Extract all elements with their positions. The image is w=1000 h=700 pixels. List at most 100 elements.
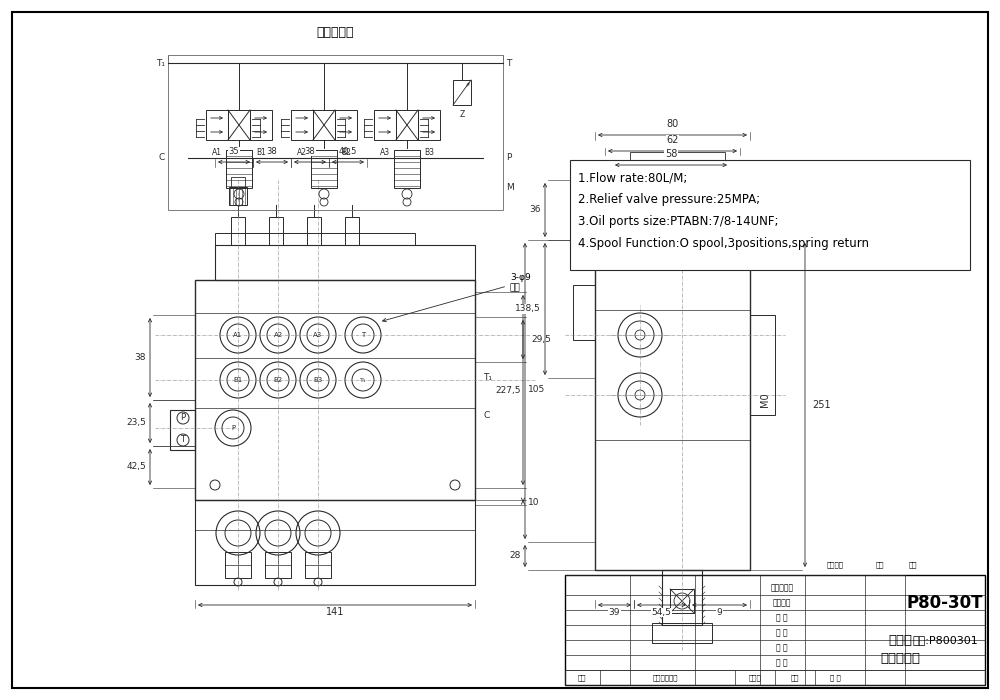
Bar bbox=[265, 552, 291, 578]
Text: 标准化检查: 标准化检查 bbox=[770, 584, 794, 592]
Bar bbox=[345, 217, 359, 245]
Text: 80: 80 bbox=[666, 119, 679, 129]
Bar bbox=[670, 589, 694, 613]
Text: 制 图: 制 图 bbox=[776, 643, 788, 652]
Text: T: T bbox=[180, 435, 186, 444]
Text: A3: A3 bbox=[313, 332, 323, 338]
Text: 图纸标记: 图纸标记 bbox=[826, 561, 844, 568]
Text: 62: 62 bbox=[666, 135, 679, 145]
Bar bbox=[291, 110, 313, 140]
Bar bbox=[311, 150, 337, 188]
Text: 3-φ9
通孔: 3-φ9 通孔 bbox=[383, 272, 531, 322]
Text: A2: A2 bbox=[297, 148, 307, 157]
Text: T: T bbox=[506, 59, 511, 67]
Text: 29,5: 29,5 bbox=[531, 335, 551, 344]
Text: 标记: 标记 bbox=[578, 675, 586, 681]
Text: 审 阅: 审 阅 bbox=[776, 629, 788, 638]
Bar bbox=[570, 160, 970, 270]
Bar bbox=[225, 552, 251, 578]
Bar bbox=[630, 152, 725, 160]
Bar bbox=[335, 110, 357, 140]
Bar bbox=[168, 55, 503, 210]
Text: 更改人: 更改人 bbox=[749, 675, 761, 681]
Bar bbox=[605, 180, 750, 240]
Text: B1: B1 bbox=[233, 377, 243, 383]
Text: A1: A1 bbox=[233, 332, 243, 338]
Text: 227,5: 227,5 bbox=[496, 386, 521, 395]
Bar bbox=[418, 110, 440, 140]
Bar bbox=[750, 315, 775, 415]
Text: 38: 38 bbox=[267, 147, 277, 156]
Text: 251: 251 bbox=[812, 400, 831, 410]
Text: T₁: T₁ bbox=[360, 377, 366, 382]
Bar bbox=[229, 187, 247, 205]
Bar bbox=[307, 217, 321, 245]
Bar bbox=[305, 552, 331, 578]
Text: B2: B2 bbox=[341, 148, 351, 157]
Text: T₁: T₁ bbox=[483, 374, 492, 382]
Bar bbox=[453, 80, 471, 105]
Text: 比例: 比例 bbox=[909, 561, 917, 568]
Text: 58: 58 bbox=[665, 149, 677, 159]
Bar bbox=[231, 217, 245, 245]
Bar bbox=[170, 410, 195, 450]
Text: 54,5: 54,5 bbox=[652, 608, 671, 617]
Text: Z: Z bbox=[459, 110, 465, 119]
Bar bbox=[206, 110, 228, 140]
Text: 3.Oil ports size:PTABN:7/8-14UNF;: 3.Oil ports size:PTABN:7/8-14UNF; bbox=[578, 216, 778, 228]
Bar bbox=[625, 160, 730, 180]
Text: 105: 105 bbox=[528, 386, 545, 395]
Text: 编号:P800301: 编号:P800301 bbox=[912, 635, 978, 645]
Text: B3: B3 bbox=[424, 148, 434, 157]
Text: 39: 39 bbox=[609, 608, 620, 617]
Text: B1: B1 bbox=[256, 148, 266, 157]
Bar bbox=[195, 280, 475, 500]
Text: 工艺检查: 工艺检查 bbox=[773, 598, 791, 608]
Bar bbox=[269, 217, 283, 245]
Text: A1: A1 bbox=[212, 148, 222, 157]
Text: 36: 36 bbox=[530, 206, 541, 214]
Text: T₁: T₁ bbox=[156, 59, 165, 67]
Text: M: M bbox=[506, 183, 514, 192]
Text: 141: 141 bbox=[326, 607, 344, 617]
Text: 液压原理图: 液压原理图 bbox=[317, 27, 354, 39]
Text: 4.Spool Function:O spool,3positions,spring return: 4.Spool Function:O spool,3positions,spri… bbox=[578, 237, 869, 251]
Text: 更改文件编号: 更改文件编号 bbox=[652, 675, 678, 681]
Bar bbox=[573, 285, 595, 340]
Bar bbox=[215, 233, 415, 245]
Text: 10: 10 bbox=[528, 498, 539, 507]
Bar bbox=[228, 110, 250, 140]
Text: A3: A3 bbox=[380, 148, 390, 157]
Bar bbox=[215, 245, 475, 280]
Text: B2: B2 bbox=[273, 377, 283, 383]
Text: B3: B3 bbox=[313, 377, 323, 383]
Text: A2: A2 bbox=[273, 332, 283, 338]
Text: 9: 9 bbox=[717, 608, 722, 617]
Text: 1.Flow rate:80L/M;: 1.Flow rate:80L/M; bbox=[578, 172, 687, 185]
Text: 批 对: 批 对 bbox=[776, 613, 788, 622]
Text: 多路阀
外型尺寸图: 多路阀 外型尺寸图 bbox=[880, 634, 920, 666]
Text: 设 计: 设 计 bbox=[776, 659, 788, 668]
Bar bbox=[565, 670, 985, 685]
Text: 35: 35 bbox=[229, 147, 239, 156]
Bar bbox=[313, 110, 335, 140]
Text: M0: M0 bbox=[760, 393, 770, 407]
Text: 40,5: 40,5 bbox=[339, 147, 357, 156]
Bar bbox=[652, 623, 712, 643]
Text: 审 查: 审 查 bbox=[830, 675, 840, 681]
Text: 38: 38 bbox=[305, 147, 315, 156]
Text: 28: 28 bbox=[510, 552, 521, 561]
Text: 42,5: 42,5 bbox=[126, 463, 146, 472]
Text: 138,5: 138,5 bbox=[515, 304, 541, 314]
Bar bbox=[231, 177, 245, 187]
Bar bbox=[396, 110, 418, 140]
Text: P: P bbox=[180, 414, 186, 423]
Bar bbox=[250, 110, 272, 140]
Text: 38: 38 bbox=[134, 353, 146, 362]
Bar bbox=[595, 240, 750, 570]
Text: C: C bbox=[159, 153, 165, 162]
Text: 日期: 日期 bbox=[791, 675, 799, 681]
Text: 2.Relief valve pressure:25MPA;: 2.Relief valve pressure:25MPA; bbox=[578, 193, 760, 206]
Bar bbox=[374, 110, 396, 140]
Text: 重量: 重量 bbox=[876, 561, 884, 568]
